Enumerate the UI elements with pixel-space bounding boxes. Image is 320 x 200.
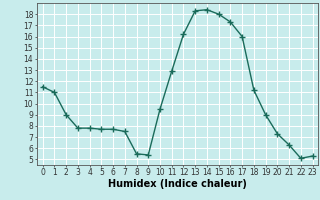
X-axis label: Humidex (Indice chaleur): Humidex (Indice chaleur) <box>108 179 247 189</box>
